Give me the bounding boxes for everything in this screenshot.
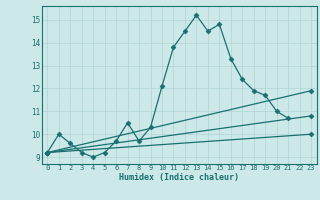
X-axis label: Humidex (Indice chaleur): Humidex (Indice chaleur)	[119, 173, 239, 182]
